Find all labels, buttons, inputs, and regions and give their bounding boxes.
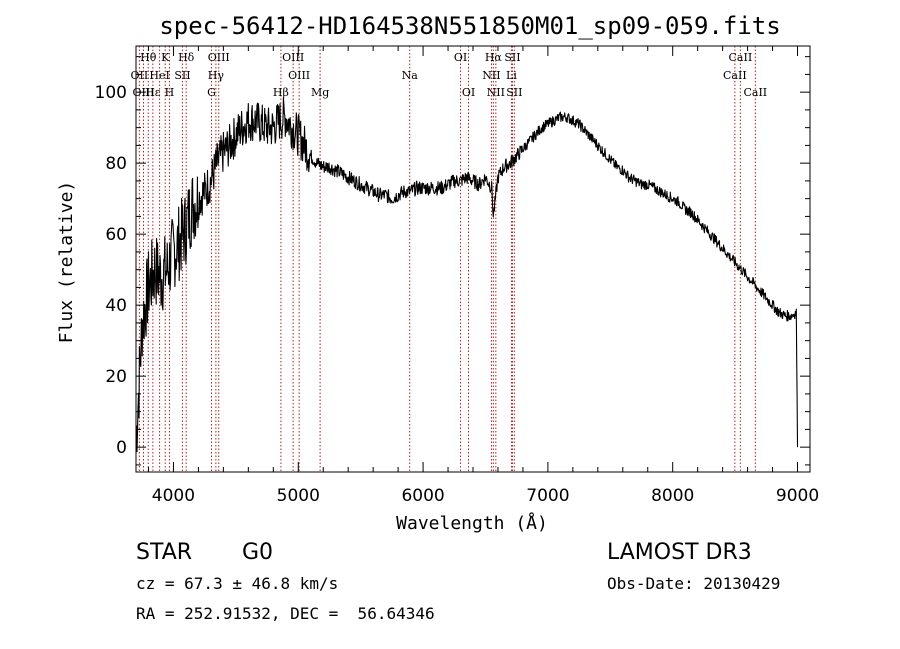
y-tick-label: 0: [116, 438, 127, 458]
marker-label: CaII: [743, 86, 767, 99]
marker-label: Na: [402, 69, 419, 82]
marker-label: Hθ: [140, 51, 157, 64]
y-tick-label: 40: [105, 296, 127, 316]
x-axis: 4000 5000 6000 7000 8000 9000: [147, 46, 819, 506]
marker-label: OIII: [282, 51, 304, 64]
chart-title: spec-56412-HD164538N551850M01_sp09-059.f…: [159, 12, 780, 40]
marker-label: HeI: [149, 69, 169, 82]
x-axis-label: Wavelength (Å): [396, 512, 548, 534]
marker-label: Hβ: [273, 86, 289, 99]
x-tick-label: 9000: [776, 486, 819, 506]
y-tick-label: 80: [105, 154, 127, 174]
marker-label: CaII: [723, 69, 747, 82]
x-tick-label: 6000: [401, 486, 444, 506]
marker-label: OIII: [208, 51, 230, 64]
y-tick-label: 20: [105, 367, 127, 387]
marker-label: Li: [506, 69, 517, 82]
marker-label: NII: [482, 69, 500, 82]
y-axis: 0 20 40 60 80 100: [95, 56, 810, 466]
marker-label: Hγ: [208, 69, 225, 82]
marker-label: OIII: [288, 69, 310, 82]
marker-label: Hε: [145, 86, 161, 99]
coordinates: RA = 252.91532, DEC = 56.64346: [136, 604, 435, 623]
marker-label: SII: [506, 86, 522, 99]
marker-label: NII: [487, 86, 505, 99]
marker-label: SII: [174, 69, 190, 82]
marker-label: Mg: [311, 86, 329, 99]
spectrum-line: [135, 97, 799, 453]
marker-label: H: [165, 86, 175, 99]
x-tick-label: 8000: [651, 486, 694, 506]
y-axis-label: Flux (relative): [56, 181, 77, 344]
marker-label: Hδ: [178, 51, 195, 64]
marker-label: K: [161, 51, 170, 64]
survey-name: LAMOST DR3: [607, 540, 752, 565]
marker-label: Hα: [485, 51, 503, 64]
marker-label: OI: [454, 51, 467, 64]
redshift-cz: cz = 67.3 ± 46.8 km/s: [136, 574, 339, 593]
marker-label: CaII: [729, 51, 753, 64]
marker-label: SII: [504, 51, 520, 64]
object-type: STAR: [136, 540, 193, 565]
marker-label: G: [207, 86, 216, 99]
y-tick-label: 100: [95, 83, 127, 103]
subclass: G0: [242, 540, 274, 565]
obs-date: Obs-Date: 20130429: [607, 574, 781, 593]
x-tick-label: 7000: [526, 486, 569, 506]
marker-label: OI: [462, 86, 475, 99]
line-markers: [138, 46, 756, 472]
plot-frame: [135, 45, 811, 473]
y-tick-label: 60: [105, 225, 127, 245]
x-tick-label: 4000: [152, 486, 195, 506]
marker-label: OII: [131, 69, 149, 82]
x-tick-label: 5000: [277, 486, 320, 506]
